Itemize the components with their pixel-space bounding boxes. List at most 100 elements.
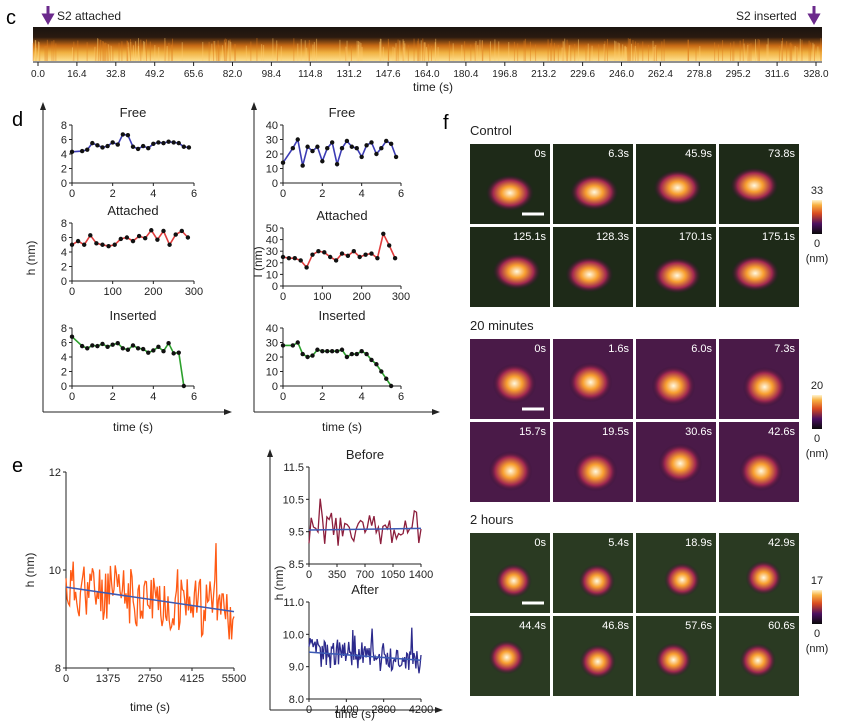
- data-point: [146, 146, 151, 151]
- cell-blob: [578, 564, 615, 599]
- x-tick-label: 6: [398, 188, 404, 200]
- y-tick-label: 11.0: [283, 597, 304, 609]
- timestamp-label: 175.1s: [762, 231, 796, 243]
- chart-title: Attached: [107, 203, 158, 218]
- data-point: [384, 138, 389, 144]
- y-tick-label: 8.0: [289, 694, 304, 706]
- kymo-tick-label: 49.2: [145, 69, 165, 80]
- kymo-tick-label: 147.6: [376, 69, 401, 80]
- timestamp-label: 0s: [534, 148, 546, 160]
- data-point: [310, 252, 315, 257]
- data-point: [325, 146, 330, 151]
- x-tick-label: 5500: [222, 673, 246, 685]
- fit-line: [65, 586, 235, 613]
- x-tick-label: 0: [69, 286, 75, 298]
- y-tick-label: 40: [266, 120, 278, 132]
- y-tick-label: 2: [61, 367, 67, 379]
- cell-blob: [653, 169, 702, 206]
- image-tile: 46.8s: [553, 616, 633, 696]
- data-point: [94, 241, 99, 246]
- image-tile: 73.8s: [719, 144, 799, 224]
- y-tick-label: 9.0: [289, 662, 304, 674]
- data-point: [140, 346, 146, 352]
- data-point: [95, 143, 100, 148]
- x-tick-label: 4: [359, 188, 365, 200]
- image-tile: 6.0s: [636, 339, 716, 419]
- x-tick-label: 2: [319, 391, 325, 403]
- kymo-tick-label: 196.8: [492, 69, 517, 80]
- xlabel-time: time (s): [322, 420, 362, 434]
- kymo-tick-label: 32.8: [106, 69, 126, 80]
- data-point: [69, 242, 75, 247]
- cell-blob: [570, 174, 619, 211]
- fit-line: [308, 527, 422, 531]
- data-point: [325, 349, 330, 354]
- x-tick-label: 4: [150, 391, 156, 403]
- data-point: [295, 340, 300, 345]
- data-point: [300, 163, 305, 168]
- arrow-down-icon: [41, 6, 55, 26]
- y-tick-label: 30: [266, 135, 278, 147]
- ylabel: h (nm): [272, 566, 286, 601]
- y-tick-label: 40: [266, 323, 278, 335]
- data-point: [351, 249, 356, 254]
- kymo-tick-label: 311.6: [765, 69, 790, 80]
- timestamp-label: 6.3s: [608, 148, 629, 160]
- chart-title: Attached: [316, 208, 367, 223]
- kymo-tick-label: 229.6: [570, 69, 595, 80]
- kymo-ticks: 0.0 16.4 32.8 49.2 65.6 82.0 98.4 114.8 131.2 147…: [31, 62, 829, 80]
- y-tick-label: 8.5: [289, 559, 304, 571]
- data-point: [354, 351, 359, 357]
- data-point: [115, 341, 120, 346]
- image-tile: 30.6s: [636, 422, 716, 502]
- x-tick-label: 6: [398, 391, 404, 403]
- kymo-tick-label: 98.4: [262, 69, 282, 80]
- timestamp-label: 7.3s: [774, 343, 795, 355]
- cell-blob: [651, 365, 696, 406]
- data-point: [115, 142, 120, 147]
- data-point: [305, 144, 310, 149]
- image-tile: 15.7s: [470, 422, 550, 502]
- data-point: [333, 258, 339, 263]
- y-tick-label: 40: [266, 235, 278, 247]
- data-point: [100, 341, 105, 347]
- image-group: 2 hours 0s 5.4s 18.9s 42.9s 44.4s 46.8s 57.6s 60…: [470, 512, 828, 696]
- colorbar-min: 0: [814, 433, 820, 445]
- data-point: [363, 252, 368, 257]
- timestamp-label: 5.4s: [608, 537, 629, 549]
- y-tick-label: 10: [266, 269, 278, 281]
- colorbar: [812, 200, 822, 234]
- image-tile: 0s: [470, 144, 550, 224]
- data-point: [181, 383, 187, 389]
- image-tile: 19.5s: [553, 422, 633, 502]
- data-point: [339, 347, 345, 352]
- data-point: [292, 255, 297, 261]
- x-tick-label: 100: [103, 286, 121, 298]
- colorbar: [812, 590, 822, 624]
- data-point: [320, 349, 325, 354]
- data-point: [384, 376, 389, 381]
- ylabel: h (nm): [23, 553, 37, 588]
- data-point: [359, 349, 364, 354]
- panel-letter-e: e: [12, 455, 23, 477]
- x-tick-label: 4: [150, 188, 156, 200]
- image-tile: 57.6s: [636, 616, 716, 696]
- data-point: [290, 146, 296, 151]
- data-point: [130, 343, 136, 348]
- colorbar-max: 17: [811, 575, 823, 587]
- ylabel-h: h (nm): [24, 241, 38, 276]
- cell-blob: [485, 174, 534, 211]
- data-point: [298, 258, 303, 263]
- y-tick-label: 10: [49, 565, 61, 577]
- data-point: [339, 251, 345, 256]
- kymo-xlabel: time (s): [413, 80, 453, 94]
- x-tick-label: 300: [185, 286, 203, 298]
- data-point: [320, 159, 325, 164]
- data-point: [374, 151, 379, 157]
- data-point: [280, 343, 286, 348]
